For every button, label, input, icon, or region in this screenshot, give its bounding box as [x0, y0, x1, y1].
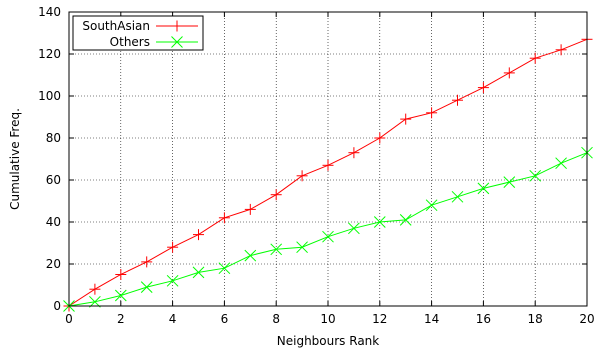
ticks: 0 2 4 6 8 10 12 14 16 18 20 0 20 40 60 80 100 120 140	[38, 5, 595, 326]
data-point-southasian	[322, 159, 334, 171]
marker-stroke	[529, 169, 542, 182]
data-point-southasian	[218, 212, 230, 224]
y-tick-label: 60	[46, 173, 61, 187]
data-point-others	[270, 243, 283, 256]
x-tick-label: 2	[117, 312, 125, 326]
data-point-others	[451, 190, 464, 203]
x-tick-label: 0	[65, 312, 73, 326]
marker-stroke	[503, 176, 516, 188]
data-point-southasian	[477, 82, 489, 94]
marker-stroke	[140, 281, 153, 293]
marker-stroke	[296, 241, 308, 254]
x-tick-label: 4	[169, 312, 177, 326]
x-tick-label: 8	[272, 312, 280, 326]
legend-marker-shape	[171, 36, 183, 48]
marker-stroke	[244, 249, 257, 262]
marker-stroke	[399, 214, 412, 226]
data-point-others	[399, 214, 412, 226]
marker-stroke	[425, 199, 438, 212]
data-point-others	[244, 249, 257, 262]
legend-marker-southasian	[171, 20, 183, 32]
data-point-others	[529, 169, 542, 182]
x-tick-label: 16	[476, 312, 491, 326]
data-point-southasian	[115, 269, 127, 280]
data-point-others	[296, 241, 308, 254]
data-point-others	[140, 281, 153, 293]
legend: SouthAsian Others	[72, 15, 204, 51]
data-point-others	[503, 176, 516, 188]
legend-box	[72, 15, 204, 51]
marker-stroke	[166, 274, 179, 287]
data-point-others	[477, 182, 490, 195]
marker-stroke	[373, 216, 386, 228]
x-tick-label: 6	[221, 312, 229, 326]
x-tick-label: 14	[424, 312, 439, 326]
data-point-southasian	[452, 94, 463, 106]
y-tick-label: 0	[53, 299, 61, 313]
data-point-others	[166, 274, 179, 287]
data-point-southasian	[270, 189, 282, 201]
legend-label-southasian: SouthAsian	[82, 19, 150, 33]
y-tick-label: 20	[46, 257, 61, 271]
y-tick-label: 140	[38, 5, 61, 19]
legend-marker-shape	[171, 20, 183, 32]
y-tick-label: 40	[46, 215, 61, 229]
y-tick-label: 80	[46, 131, 61, 145]
marker-stroke	[218, 262, 231, 275]
marker-stroke	[322, 230, 334, 243]
marker-stroke	[171, 36, 183, 48]
data-point-southasian	[141, 256, 153, 268]
marker-stroke	[555, 157, 567, 170]
data-point-southasian	[426, 107, 438, 119]
marker-stroke	[477, 182, 490, 195]
legend-marker-others	[171, 36, 183, 48]
x-tick-label: 12	[372, 312, 387, 326]
marker-stroke	[89, 295, 101, 308]
data-point-southasian	[296, 170, 308, 182]
marker-stroke	[270, 243, 283, 256]
series-layer	[63, 33, 593, 312]
data-point-southasian	[400, 113, 412, 125]
data-point-others	[89, 295, 101, 308]
data-point-others	[425, 199, 438, 212]
data-point-others	[555, 157, 567, 170]
data-point-southasian	[503, 67, 515, 79]
data-point-others	[373, 216, 386, 228]
series-line-others	[68, 152, 588, 307]
marker-stroke	[114, 289, 127, 302]
data-point-others	[114, 289, 127, 302]
y-tick-label: 100	[38, 89, 61, 103]
data-point-southasian	[529, 52, 541, 64]
y-axis-label: Cumulative Freq.	[8, 108, 22, 210]
marker-stroke	[451, 190, 464, 203]
x-tick-label: 20	[579, 312, 594, 326]
data-point-others	[218, 262, 231, 275]
data-point-southasian	[348, 147, 360, 159]
data-point-southasian	[89, 283, 101, 295]
data-point-others	[192, 266, 205, 279]
x-tick-label: 18	[528, 312, 543, 326]
legend-label-others: Others	[110, 35, 150, 49]
x-tick-label: 10	[320, 312, 335, 326]
marker-stroke	[192, 266, 205, 279]
x-axis-label: Neighbours Rank	[277, 334, 380, 348]
marker-stroke	[348, 222, 360, 235]
data-point-southasian	[555, 44, 567, 56]
data-point-southasian	[374, 132, 386, 144]
data-point-southasian	[244, 203, 256, 215]
data-point-southasian	[167, 241, 179, 253]
data-point-others	[322, 230, 334, 243]
data-point-southasian	[193, 229, 204, 241]
y-tick-label: 120	[38, 47, 61, 61]
data-point-others	[348, 222, 360, 235]
